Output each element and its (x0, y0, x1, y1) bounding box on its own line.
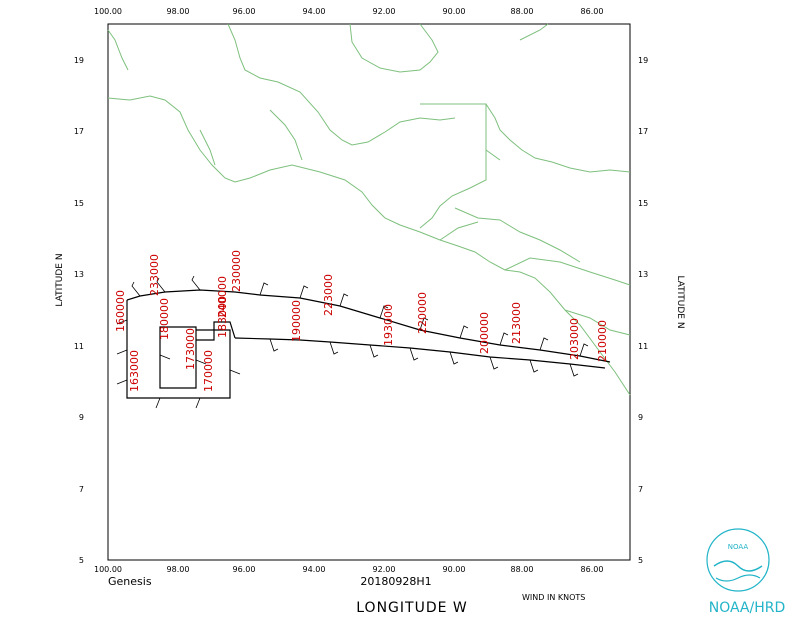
river-a (269, 109, 303, 161)
lat-tick-left: 13 (74, 270, 84, 279)
noaa-emblem-text: NOAA (728, 543, 749, 551)
y-axis-title-right: LATITUDE N (675, 275, 685, 328)
guatemala-border (419, 103, 487, 229)
time-label: 180000 (158, 298, 171, 340)
lon-tick-bottom: 98.00 (167, 565, 190, 574)
time-label: 220000 (416, 292, 429, 334)
el-salvador-border (439, 221, 479, 241)
lon-tick-bottom: 88.00 (511, 565, 534, 574)
lat-tick-left: 17 (74, 127, 84, 136)
mexico-gulf-coast (227, 23, 456, 146)
lon-tick-top: 100.00 (94, 7, 122, 16)
lat-tick-right: 11 (638, 342, 648, 351)
lat-tick-left: 19 (74, 56, 84, 65)
time-labels: 160000 163000 170000 173000 180000 18300… (114, 250, 609, 392)
mexico-pacific-coast (107, 95, 631, 396)
wind-units-label: WIND IN KNOTS (522, 593, 585, 602)
lon-tick-bottom: 92.00 (373, 565, 396, 574)
nicaragua-border (504, 257, 631, 286)
wind-barb (116, 275, 241, 409)
plot-frame (107, 23, 631, 561)
time-label: 213000 (510, 302, 523, 344)
caribbean-coast (485, 103, 631, 173)
time-label: 203000 (568, 318, 581, 360)
wind-barb (269, 338, 579, 377)
time-label: 173000 (184, 328, 197, 370)
lat-ticks-right: 19 17 15 13 11 9 7 5 (638, 56, 648, 565)
noaa-wave-icon (715, 574, 761, 582)
flight-track (126, 289, 611, 399)
noaa-emblem (706, 528, 770, 592)
lat-ticks-left: 19 17 15 13 11 9 7 5 (74, 56, 84, 565)
lat-tick-right: 15 (638, 199, 648, 208)
lon-ticks-bottom: 100.00 98.00 96.00 94.00 92.00 90.00 88.… (94, 565, 603, 574)
lon-tick-top: 90.00 (443, 7, 466, 16)
lat-tick-right: 7 (638, 485, 643, 494)
track-box-west (126, 300, 231, 399)
lon-tick-top: 86.00 (581, 7, 604, 16)
noaa-hrd-label: NOAA/HRD (709, 600, 786, 616)
time-label: 230000 (230, 250, 243, 292)
lat-tick-right: 17 (638, 127, 648, 136)
time-label: 193000 (382, 304, 395, 346)
inland-line (519, 23, 549, 41)
storm-label: Genesis (108, 575, 152, 588)
noaa-logo: NOAA NOAA/HRD (706, 528, 786, 616)
time-label: 233000 (148, 254, 161, 296)
lat-tick-right: 9 (638, 413, 643, 422)
river-b (199, 129, 216, 166)
time-label: 183000 (216, 296, 229, 338)
lat-tick-right: 5 (638, 556, 643, 565)
yucatan-coast (349, 23, 439, 73)
lon-tick-top: 96.00 (233, 7, 256, 16)
lat-tick-right: 13 (638, 270, 648, 279)
track-connector (196, 321, 236, 341)
lon-ticks-top: 100.00 98.00 96.00 94.00 92.00 90.00 88.… (94, 7, 603, 16)
lon-tick-top: 98.00 (167, 7, 190, 16)
lon-tick-bottom: 96.00 (233, 565, 256, 574)
time-label: 200000 (478, 312, 491, 354)
north-coast-a (107, 29, 129, 71)
x-axis-title: LONGITUDE W (356, 600, 468, 616)
noaa-bird-icon (713, 560, 763, 572)
lon-tick-bottom: 86.00 (581, 565, 604, 574)
flight-id: 20180928H1 (360, 575, 431, 588)
lon-tick-top: 94.00 (303, 7, 326, 16)
lat-tick-left: 9 (79, 413, 84, 422)
lon-tick-bottom: 100.00 (94, 565, 122, 574)
time-label: 163000 (128, 350, 141, 392)
lat-tick-left: 11 (74, 342, 84, 351)
costa-rica-coast (564, 309, 631, 336)
time-label: 210000 (596, 320, 609, 362)
lat-tick-left: 15 (74, 199, 84, 208)
time-label: 160000 (114, 290, 127, 332)
time-label: 240000 (216, 276, 229, 318)
time-label: 190000 (290, 300, 303, 342)
coastline-layer (107, 23, 631, 396)
y-axis-title-left: LATITUDE N (55, 253, 65, 306)
belize-border (485, 104, 501, 161)
lon-tick-bottom: 94.00 (303, 565, 326, 574)
lat-tick-right: 19 (638, 56, 648, 65)
lon-tick-top: 92.00 (373, 7, 396, 16)
track-outbound-north (126, 289, 611, 363)
lon-tick-top: 88.00 (511, 7, 534, 16)
time-label: 223000 (322, 274, 335, 316)
wind-barbs (116, 275, 589, 409)
honduras-border (454, 207, 581, 263)
time-label: 170000 (202, 350, 215, 392)
track-box-inner (159, 326, 197, 389)
wind-barb (259, 282, 589, 357)
lon-tick-bottom: 90.00 (443, 565, 466, 574)
lat-tick-left: 5 (79, 556, 84, 565)
lat-tick-left: 7 (79, 485, 84, 494)
